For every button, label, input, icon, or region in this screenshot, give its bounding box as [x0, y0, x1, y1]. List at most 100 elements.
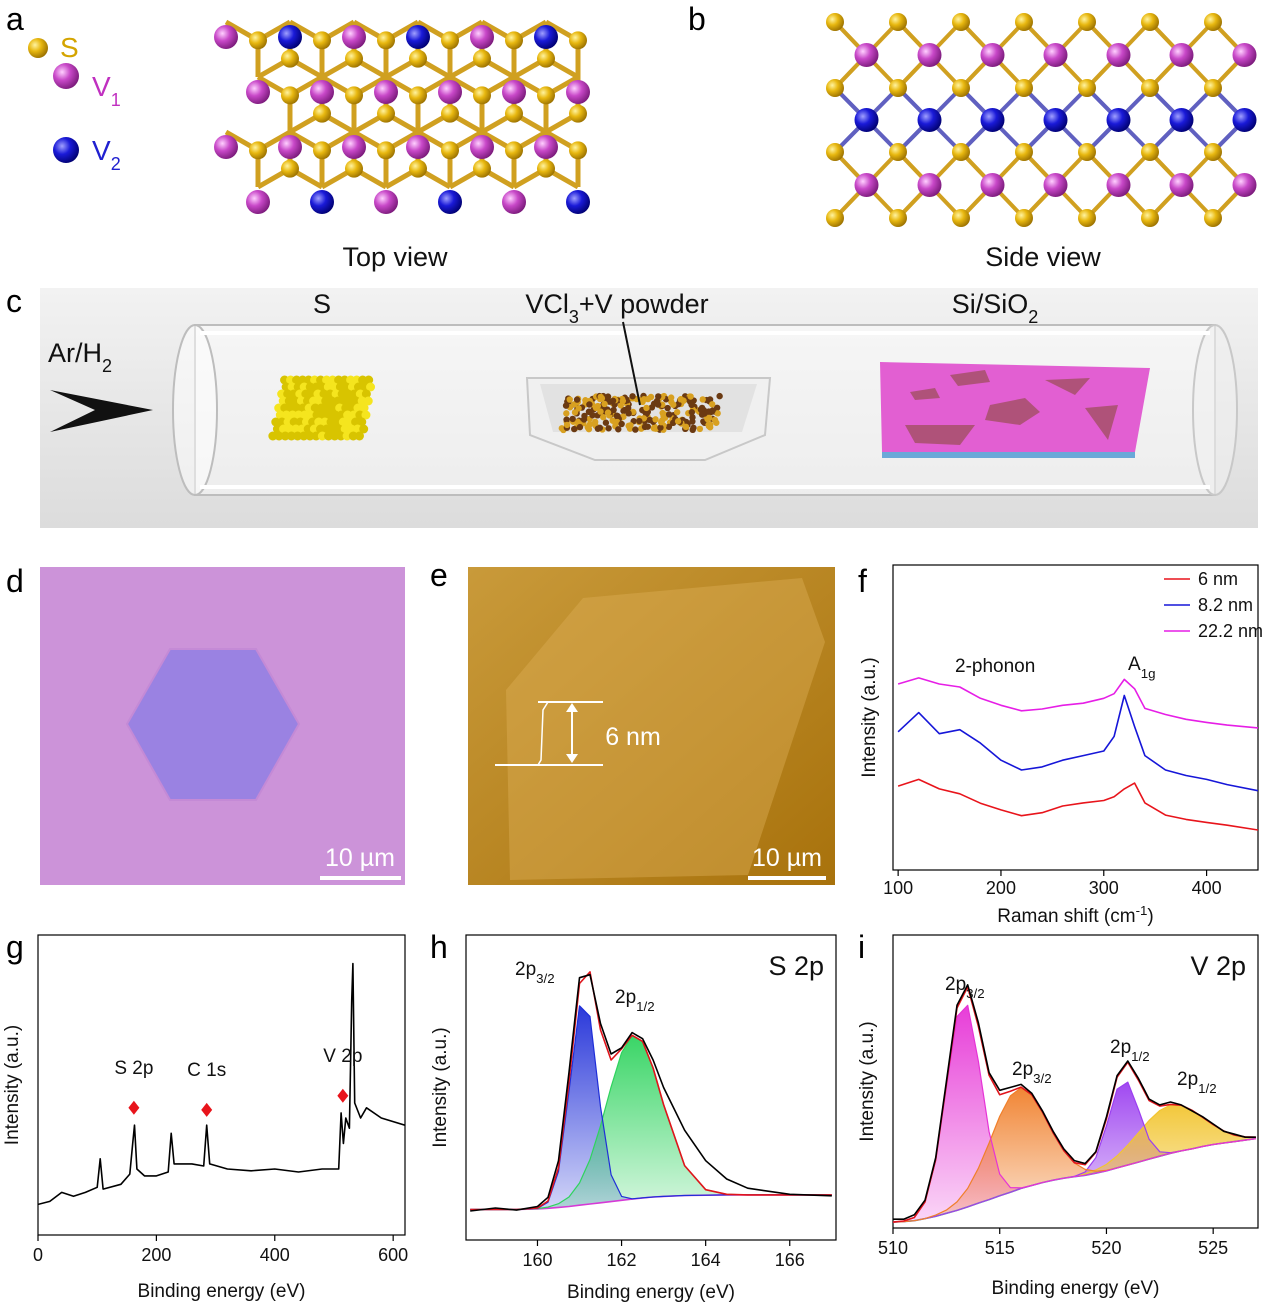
atom-v1 — [1169, 43, 1194, 67]
component-area — [893, 1005, 1256, 1223]
legend-label: V2 — [92, 135, 121, 174]
powder-grain — [682, 423, 690, 431]
powder-grain — [619, 397, 627, 405]
panel-label: h — [430, 929, 448, 965]
component-area — [470, 1035, 832, 1210]
atom-v1 — [917, 43, 942, 67]
legend-label: 22.2 nm — [1198, 621, 1263, 641]
atom-v2 — [1043, 108, 1068, 132]
atom-v1 — [980, 43, 1005, 67]
gas-arrow — [50, 390, 153, 432]
atom-v2 — [1232, 108, 1257, 132]
atom-v1 — [1043, 173, 1068, 197]
atom-s — [313, 141, 331, 160]
sulfur-grain — [311, 431, 321, 441]
powder-grain — [571, 425, 578, 433]
source-tail: +V powder — [579, 289, 709, 319]
atom-v1 — [917, 173, 942, 197]
atom-v1 — [854, 43, 879, 67]
powder-grain — [690, 424, 697, 431]
atom-s — [313, 104, 331, 123]
series-line — [38, 962, 405, 1206]
x-axis-label: Binding energy (eV) — [567, 1282, 735, 1303]
y-axis-label: Intensity (a.u.) — [859, 657, 880, 777]
atom-s — [505, 31, 523, 50]
chart: 160 162 164 166 Binding energy (eV) Intensity… — [430, 934, 837, 1303]
x-tick-label: 100 — [883, 878, 913, 898]
annotation: 2p3/2 — [1012, 1059, 1052, 1086]
sulfur-grain — [328, 424, 338, 434]
powder-grain — [673, 408, 681, 416]
x-tick-label: 525 — [1198, 1238, 1228, 1258]
annotation: 2p3/2 — [945, 974, 985, 1001]
atom-s — [249, 141, 267, 160]
powder-grain — [615, 426, 622, 433]
atom-v1 — [502, 190, 526, 214]
arrow-head — [566, 703, 578, 712]
powder-grain — [696, 425, 704, 433]
atom-s — [377, 104, 395, 123]
powder-grain — [585, 425, 593, 433]
powder-grain — [580, 416, 588, 423]
atom-s — [1015, 143, 1033, 161]
legend-sub: 1 — [111, 90, 121, 110]
panel-label: b — [688, 1, 706, 37]
atom-s — [889, 209, 907, 227]
sulfur-grain — [334, 424, 344, 434]
powder-grain — [632, 426, 639, 433]
flake — [905, 425, 975, 445]
sulfur-grain — [291, 424, 301, 434]
powder-grain — [597, 408, 604, 415]
atom-v1 — [470, 25, 494, 49]
atom-s — [952, 143, 970, 161]
atom-s — [377, 31, 395, 50]
annotation: 2p1/2 — [1110, 1037, 1150, 1064]
atom-v1 — [374, 80, 398, 104]
powder-grain — [665, 411, 673, 418]
atom-v1 — [246, 80, 270, 104]
atom-v1 — [310, 80, 334, 104]
powder-grain — [636, 417, 643, 425]
sulfur-grain — [357, 417, 367, 427]
plot-frame — [465, 934, 837, 1241]
sulfur-grain — [305, 431, 315, 441]
powder-grain — [618, 420, 625, 428]
sulfur-grain — [330, 431, 340, 441]
powder-grain — [604, 393, 612, 400]
chart: 100 200 300 400 Raman shift (cm-1) Intensity … — [859, 564, 1263, 927]
atom-s — [1141, 209, 1159, 227]
powder-grain — [664, 404, 671, 412]
powder-grain — [706, 424, 714, 431]
y-axis-label: Intensity (a.u.) — [2, 1025, 23, 1145]
height-profile — [537, 701, 549, 766]
series-line — [470, 973, 832, 1212]
atom-s — [537, 159, 555, 178]
plot-area — [897, 677, 1258, 831]
caption: Top view — [342, 242, 448, 272]
atom-s — [281, 159, 299, 178]
pointer — [622, 321, 641, 406]
powder-grain — [698, 411, 706, 418]
atom-v1 — [406, 135, 430, 159]
atom-s — [505, 141, 523, 160]
substrate-label: Si/SiO2 — [952, 289, 1039, 327]
atom-s — [826, 79, 844, 97]
atom-v2 — [980, 108, 1005, 132]
x-tick-label: 600 — [378, 1245, 408, 1265]
plot-frame — [37, 934, 406, 1236]
panel-label: c — [6, 283, 22, 319]
x-tick-label: 400 — [1192, 878, 1222, 898]
atom-s — [281, 86, 299, 105]
powder-grain — [641, 423, 649, 431]
powder-grain — [658, 418, 665, 426]
sulfur-grain — [324, 431, 334, 441]
powder-grain — [711, 416, 719, 424]
atom-s — [473, 49, 491, 68]
powder-grain — [709, 401, 716, 408]
atom-s — [826, 209, 844, 227]
powder-grain — [660, 412, 667, 419]
powder-grain — [601, 400, 608, 408]
sulfur-grain — [366, 382, 376, 392]
powder-grain — [582, 397, 589, 404]
atom-s — [889, 13, 907, 31]
